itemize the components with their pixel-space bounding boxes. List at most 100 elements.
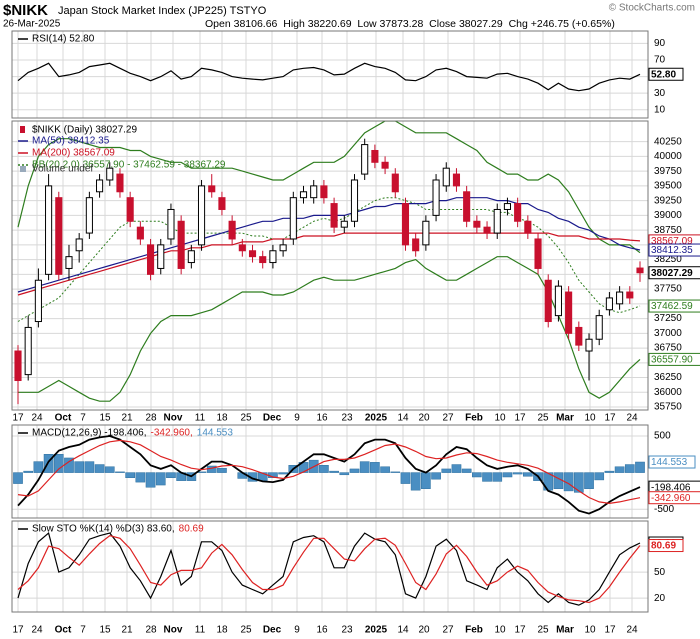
- panel: [12, 425, 648, 518]
- value-tag-box: [648, 67, 684, 81]
- x-tick-label: 2025: [365, 413, 388, 424]
- x-tick-label: 21: [121, 625, 133, 636]
- candle-body: [524, 220, 532, 234]
- candle-body: [381, 161, 389, 169]
- histogram-bar: [349, 468, 360, 473]
- candle-body: [177, 220, 185, 269]
- x-tick-label: 25: [240, 413, 252, 424]
- y-tick-label: 38750: [654, 225, 682, 236]
- y-tick-label: 36750: [654, 343, 682, 354]
- x-tick-label: 20: [418, 625, 430, 636]
- x-tick-label: 17: [604, 413, 616, 424]
- histogram-bar: [410, 472, 421, 491]
- candle-body: [24, 326, 32, 376]
- candle-body: [412, 238, 420, 252]
- legend-label: MA(200) 38567.09: [32, 148, 115, 159]
- x-tick-label: 10: [494, 625, 506, 636]
- symbol-name: Japan Stock Market Index (JP225) TSTYO: [58, 5, 267, 17]
- histogram-bar: [94, 464, 105, 473]
- line: [17, 532, 641, 606]
- candle-body: [340, 220, 348, 228]
- candle-body: [636, 267, 644, 274]
- candle-body: [126, 197, 134, 222]
- x-tick-label: 17: [514, 413, 526, 424]
- value-tag: 80.69: [651, 541, 676, 552]
- candle-body: [534, 238, 542, 269]
- histogram-bar: [145, 472, 156, 488]
- histogram-bar: [115, 471, 125, 473]
- histogram-bar: [614, 466, 625, 473]
- x-tick-label: 17: [514, 625, 526, 636]
- y-tick-label: 39750: [654, 166, 682, 177]
- legend-label: MA(50) 38412.35: [32, 136, 110, 147]
- y-tick-label: 50: [654, 567, 666, 578]
- candle-body: [554, 285, 562, 317]
- candle-body: [238, 244, 246, 252]
- legend-label: Volume undef: [32, 164, 93, 175]
- x-tick-label: 18: [216, 413, 228, 424]
- y-tick-label: 10: [654, 104, 666, 115]
- y-tick-label: 39250: [654, 195, 682, 206]
- x-tick-label: 10: [584, 625, 596, 636]
- x-tick-label: 17: [12, 625, 24, 636]
- line: [17, 439, 641, 505]
- candle-body: [391, 173, 399, 193]
- line: [17, 197, 641, 293]
- date: 26-Mar-2025: [3, 19, 61, 30]
- y-tick-label: 30: [654, 88, 666, 99]
- x-tick-label: 16: [316, 413, 328, 424]
- histogram-bar: [33, 461, 44, 473]
- candle-body: [14, 350, 22, 382]
- candle-body: [218, 197, 226, 210]
- panel-frame: [11, 520, 649, 613]
- histogram-bar: [84, 461, 95, 473]
- value-tag: -198.406: [651, 482, 691, 493]
- panel-frame: [11, 30, 649, 119]
- histogram-bar: [492, 472, 503, 482]
- histogram-bar: [125, 472, 136, 478]
- value-tag-box: [648, 299, 700, 313]
- candle-body: [208, 185, 216, 193]
- x-tick-label: 17: [604, 625, 616, 636]
- histogram-bar: [604, 470, 615, 473]
- histogram-bar: [461, 468, 472, 473]
- value-tag: 36557.90: [651, 355, 693, 366]
- legend-label: $NIKK (Daily) 38027.29: [32, 125, 137, 136]
- histogram-bar: [155, 472, 166, 486]
- candle-body: [157, 244, 165, 269]
- legend-label: RSI(14) 52.80: [32, 34, 95, 45]
- histogram-bar: [512, 472, 523, 475]
- histogram-bar: [339, 472, 350, 476]
- line: [17, 197, 641, 322]
- candle-body: [269, 250, 277, 264]
- x-tick-label: 11: [195, 625, 206, 636]
- candle-body: [371, 149, 379, 163]
- histogram-bar: [247, 472, 258, 482]
- candle-body: [299, 191, 308, 199]
- value-tag-box: [648, 491, 700, 505]
- candle-body: [422, 220, 430, 246]
- histogram-bar: [278, 472, 288, 475]
- panel: [12, 31, 648, 118]
- x-tick-label: Feb: [465, 413, 483, 424]
- x-tick-label: Nov: [164, 625, 183, 636]
- y-tick-label: 39000: [654, 210, 682, 221]
- x-tick-label: 18: [216, 625, 228, 636]
- y-tick-label: 37250: [654, 313, 682, 324]
- line: [17, 232, 641, 296]
- value-tag-box: [648, 266, 700, 280]
- candle-body: [350, 179, 359, 222]
- histogram-bar: [441, 468, 452, 473]
- candle-body: [65, 256, 73, 269]
- candle-body: [320, 185, 328, 199]
- value-tag-box: [648, 243, 700, 257]
- histogram-bar: [53, 454, 64, 473]
- value-tag: 37462.59: [651, 301, 693, 312]
- candle-body: [146, 244, 155, 275]
- x-tick-label: 15: [99, 413, 111, 424]
- x-tick-label: 25: [537, 413, 549, 424]
- y-tick-label: 40000: [654, 151, 682, 162]
- x-tick-label: 25: [537, 625, 549, 636]
- panel: [12, 121, 648, 410]
- histogram-bar: [431, 472, 441, 480]
